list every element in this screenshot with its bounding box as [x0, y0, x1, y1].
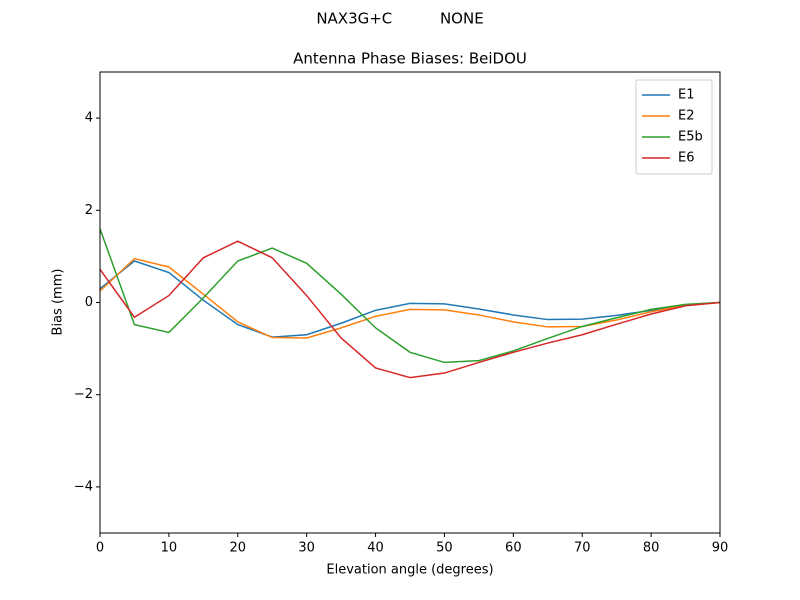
- y-tick-label: −4: [74, 479, 93, 494]
- series-line: [100, 260, 720, 338]
- x-tick-label: 40: [367, 541, 384, 556]
- x-axis-label: Elevation angle (degrees): [326, 563, 493, 578]
- series-line: [100, 257, 720, 339]
- y-tick-label: 4: [85, 111, 93, 126]
- y-tick-label: −2: [74, 387, 93, 402]
- x-tick-label: 0: [96, 541, 104, 556]
- x-tick-label: 90: [712, 541, 729, 556]
- legend-box: [635, 79, 713, 175]
- x-tick-label: 70: [574, 541, 591, 556]
- y-axis-label: Bias (mm): [51, 269, 66, 336]
- series-line: [100, 228, 720, 364]
- x-tick-label: 80: [643, 541, 660, 556]
- x-tick-label: 10: [161, 541, 178, 556]
- series-line: [100, 240, 720, 379]
- x-tick-label: 50: [436, 541, 453, 556]
- chart-title: Antenna Phase Biases: BeiDOU: [293, 50, 527, 68]
- legend-label: E5b: [678, 130, 703, 145]
- x-tick-label: 30: [298, 541, 315, 556]
- y-tick-label: 2: [85, 203, 93, 218]
- legend-label: E1: [678, 88, 695, 103]
- x-tick-label: 60: [505, 541, 522, 556]
- x-tick-label: 20: [230, 541, 247, 556]
- y-tick-label: 0: [85, 295, 93, 310]
- plot-frame: [99, 71, 721, 534]
- legend-label: E2: [678, 109, 695, 124]
- legend-label: E6: [678, 151, 695, 166]
- suptitle: NAX3G+C NONE: [316, 10, 483, 28]
